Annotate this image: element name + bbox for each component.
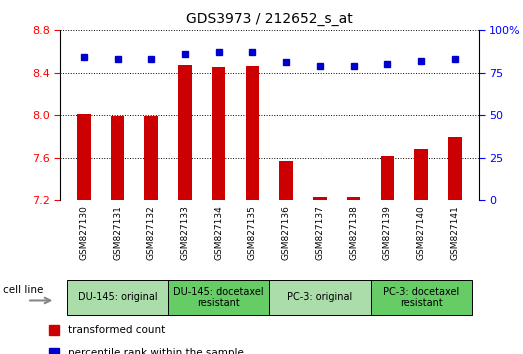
Bar xyxy=(347,197,360,200)
FancyBboxPatch shape xyxy=(269,280,371,315)
Bar xyxy=(448,137,462,200)
Text: transformed count: transformed count xyxy=(68,325,165,335)
Text: percentile rank within the sample: percentile rank within the sample xyxy=(68,348,244,354)
Text: GSM827131: GSM827131 xyxy=(113,205,122,261)
FancyBboxPatch shape xyxy=(371,280,472,315)
Bar xyxy=(279,161,293,200)
Bar xyxy=(144,116,158,200)
Text: GSM827137: GSM827137 xyxy=(315,205,324,261)
Text: GSM827132: GSM827132 xyxy=(147,205,156,260)
Text: DU-145: docetaxel
resistant: DU-145: docetaxel resistant xyxy=(174,286,264,308)
Text: GSM827140: GSM827140 xyxy=(417,205,426,260)
Text: GSM827139: GSM827139 xyxy=(383,205,392,261)
FancyBboxPatch shape xyxy=(67,280,168,315)
Text: DU-145: original: DU-145: original xyxy=(78,292,157,302)
Text: GSM827134: GSM827134 xyxy=(214,205,223,260)
Bar xyxy=(111,116,124,200)
Bar xyxy=(178,65,192,200)
Bar xyxy=(381,156,394,200)
Text: PC-3: docetaxel
resistant: PC-3: docetaxel resistant xyxy=(383,286,459,308)
FancyBboxPatch shape xyxy=(168,280,269,315)
Text: cell line: cell line xyxy=(3,285,43,295)
Text: GSM827141: GSM827141 xyxy=(450,205,459,260)
Bar xyxy=(212,67,225,200)
Text: GSM827136: GSM827136 xyxy=(282,205,291,261)
Text: GSM827133: GSM827133 xyxy=(180,205,189,261)
Bar xyxy=(246,66,259,200)
Title: GDS3973 / 212652_s_at: GDS3973 / 212652_s_at xyxy=(186,12,353,26)
Bar xyxy=(313,197,327,200)
Text: GSM827138: GSM827138 xyxy=(349,205,358,261)
Text: PC-3: original: PC-3: original xyxy=(287,292,353,302)
Text: GSM827135: GSM827135 xyxy=(248,205,257,261)
Text: GSM827130: GSM827130 xyxy=(79,205,88,261)
Bar xyxy=(77,114,90,200)
Bar xyxy=(414,149,428,200)
